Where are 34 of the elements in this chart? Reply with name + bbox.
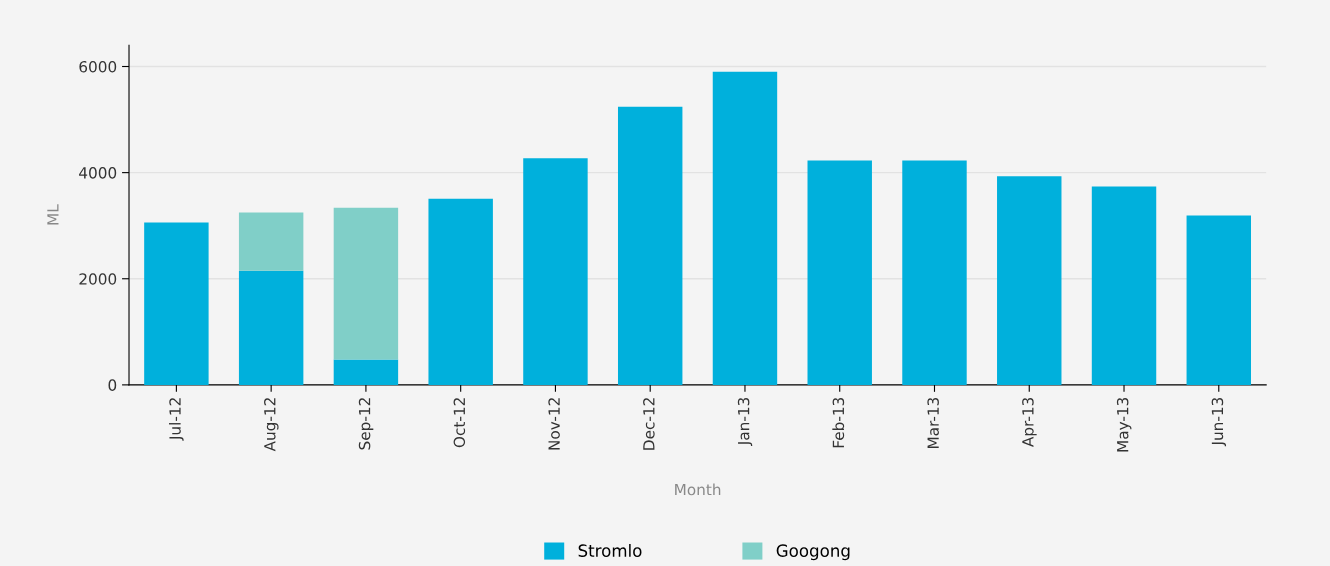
bar [712,71,778,385]
bar [333,359,399,385]
bar [333,207,399,360]
bar [523,158,588,385]
bar [807,160,872,385]
x-tick-label: Jan-13 [737,397,753,446]
y-axis-title: ML [47,204,59,225]
bar [1091,186,1157,385]
x-tick-label: Oct-12 [453,398,466,448]
bar [902,160,967,385]
x-tick-label: Aug-12 [264,398,279,452]
y-tick-label: 0 [108,379,117,391]
x-tick-label: Dec-12 [643,398,655,450]
bar [1186,215,1251,385]
x-tick-label: Feb-13 [832,397,845,448]
bar [238,270,304,385]
bar [144,222,209,385]
legend-label: Stromlo [578,544,642,557]
x-tick-label: May-13 [1116,397,1132,452]
x-tick-label: Nov-12 [548,398,560,450]
legend-label: Googong [776,544,850,561]
x-tick-label: Sep-12 [358,398,374,450]
x-tick-label: Jun-13 [1211,397,1227,447]
y-tick-label: 6000 [79,60,117,73]
x-axis-title: Month [675,483,721,496]
bar [617,106,683,385]
bar [238,212,304,271]
y-tick-label: 2000 [79,273,117,285]
x-tick-label: Apr-13 [1022,397,1037,447]
x-tick-label: Jul-12 [169,398,184,441]
y-tick-label: 4000 [79,167,117,179]
x-tick-label: Mar-13 [927,397,939,448]
bar [428,198,493,385]
bar [997,176,1062,385]
